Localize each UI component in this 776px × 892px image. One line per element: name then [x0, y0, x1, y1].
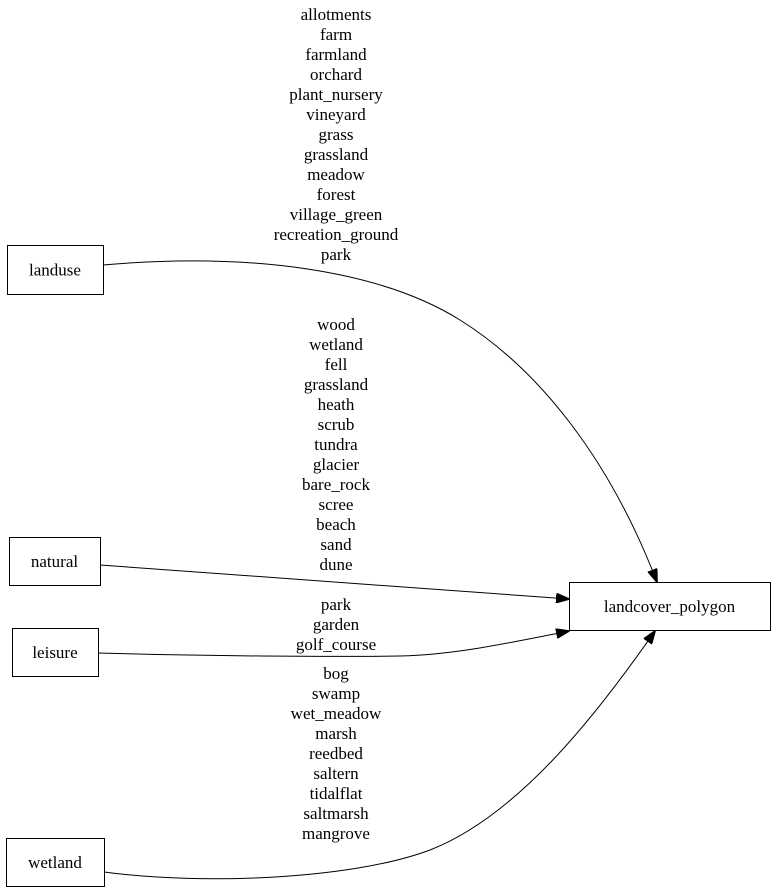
edge-label: farmland — [305, 45, 367, 64]
node-label: landcover_polygon — [604, 597, 736, 616]
edge-label: reedbed — [309, 744, 363, 763]
edge-label: forest — [317, 185, 356, 204]
edge-label: village_green — [290, 205, 383, 224]
edge-label: park — [321, 245, 352, 264]
edge-label: orchard — [310, 65, 362, 84]
edge-label: fell — [325, 355, 348, 374]
edge-label: garden — [313, 615, 360, 634]
edge-label: swamp — [312, 684, 360, 703]
edge-label: plant_nursery — [289, 85, 383, 104]
edge-label: meadow — [307, 165, 365, 184]
node-natural: natural — [9, 537, 101, 586]
edge-label: allotments — [301, 5, 372, 24]
edge-label: vineyard — [306, 105, 366, 124]
edge-label: tundra — [314, 435, 358, 454]
edge-label: glacier — [313, 455, 360, 474]
edge-label: wet_meadow — [291, 704, 382, 723]
edge-arrow — [103, 631, 655, 880]
node-label: wetland — [28, 853, 82, 872]
edge-label: bog — [323, 664, 349, 683]
edge-label: scree — [319, 495, 354, 514]
node-label: leisure — [32, 643, 77, 662]
node-box — [569, 582, 771, 631]
edge-label: sand — [320, 535, 352, 554]
node-box — [6, 838, 105, 887]
edge-label: heath — [318, 395, 355, 414]
node-landuse: landuse — [7, 245, 104, 295]
edge-label: dune — [319, 555, 352, 574]
edge-label: beach — [316, 515, 356, 534]
edge-label: mangrove — [302, 824, 370, 843]
node-leisure: leisure — [12, 628, 99, 677]
edge-natural-to-landcover_polygon: woodwetlandfellgrasslandheathscrubtundra… — [99, 315, 569, 599]
node-landcover_polygon: landcover_polygon — [569, 582, 771, 631]
node-wetland: wetland — [6, 838, 105, 887]
edge-wetland-to-landcover_polygon: bogswampwet_meadowmarshreedbedsalterntid… — [103, 631, 655, 880]
edge-arrow — [102, 260, 657, 582]
edge-label: recreation_ground — [274, 225, 399, 244]
node-label: landuse — [29, 261, 81, 280]
edge-label: tidalflat — [310, 784, 363, 803]
node-box — [12, 628, 99, 677]
edge-label: marsh — [315, 724, 357, 743]
edge-arrow — [97, 631, 569, 657]
edge-label: golf_course — [296, 635, 376, 654]
node-box — [7, 245, 104, 295]
edge-label: bare_rock — [302, 475, 370, 494]
edge-label: park — [321, 595, 352, 614]
edge-label: saltern — [313, 764, 359, 783]
edge-label: saltmarsh — [303, 804, 369, 823]
node-box — [9, 537, 101, 586]
edge-landuse-to-landcover_polygon: allotmentsfarmfarmlandorchardplant_nurse… — [102, 5, 657, 582]
edge-arrow — [99, 564, 569, 599]
edge-label: farm — [320, 25, 352, 44]
node-label: natural — [31, 552, 78, 571]
edge-label: scrub — [318, 415, 355, 434]
edge-label: wetland — [309, 335, 363, 354]
edge-label: grass — [319, 125, 354, 144]
edge-label: wood — [317, 315, 355, 334]
edge-label: grassland — [304, 375, 369, 394]
edge-label: grassland — [304, 145, 369, 164]
